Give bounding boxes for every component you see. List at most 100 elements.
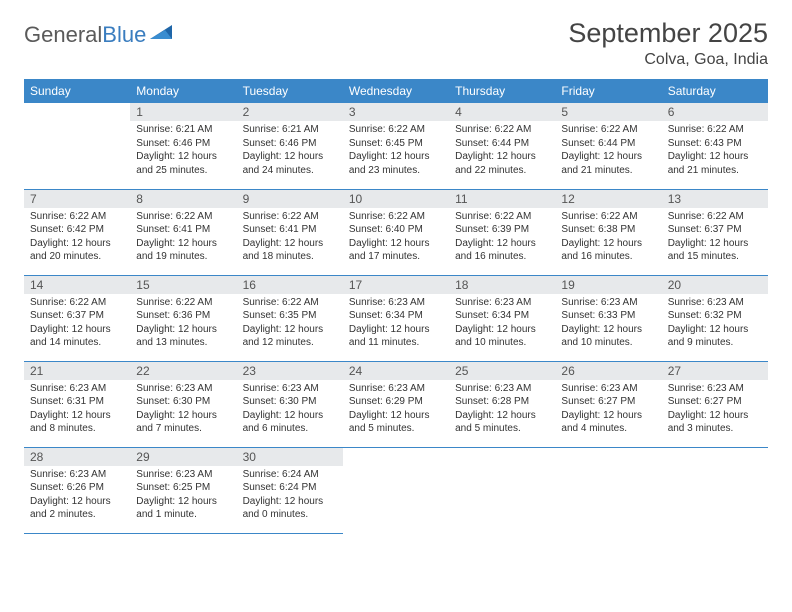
day-number: 22 [130,362,236,380]
daylight-text: Daylight: 12 hours and 10 minutes. [455,323,549,350]
sunrise-text: Sunrise: 6:23 AM [561,382,655,396]
calendar-cell: 14Sunrise: 6:22 AMSunset: 6:37 PMDayligh… [24,275,130,361]
sunset-text: Sunset: 6:43 PM [668,137,762,151]
day-content: Sunrise: 6:22 AMSunset: 6:41 PMDaylight:… [130,208,236,268]
sunset-text: Sunset: 6:41 PM [243,223,337,237]
day-number: 2 [237,103,343,121]
day-content: Sunrise: 6:22 AMSunset: 6:37 PMDaylight:… [24,294,130,354]
day-content: Sunrise: 6:23 AMSunset: 6:32 PMDaylight:… [662,294,768,354]
day-content: Sunrise: 6:24 AMSunset: 6:24 PMDaylight:… [237,466,343,526]
calendar-cell: 16Sunrise: 6:22 AMSunset: 6:35 PMDayligh… [237,275,343,361]
sunrise-text: Sunrise: 6:22 AM [243,296,337,310]
sunrise-text: Sunrise: 6:22 AM [349,123,443,137]
weekday-row: Sunday Monday Tuesday Wednesday Thursday… [24,79,768,103]
sunrise-text: Sunrise: 6:22 AM [30,296,124,310]
location: Colva, Goa, India [568,51,768,69]
sunrise-text: Sunrise: 6:22 AM [455,123,549,137]
weekday-header: Wednesday [343,79,449,103]
sunrise-text: Sunrise: 6:22 AM [668,210,762,224]
weekday-header: Monday [130,79,236,103]
sunset-text: Sunset: 6:37 PM [30,309,124,323]
calendar-cell: 29Sunrise: 6:23 AMSunset: 6:25 PMDayligh… [130,447,236,533]
daylight-text: Daylight: 12 hours and 9 minutes. [668,323,762,350]
day-number: 16 [237,276,343,294]
day-number: 20 [662,276,768,294]
daylight-text: Daylight: 12 hours and 7 minutes. [136,409,230,436]
day-content: Sunrise: 6:22 AMSunset: 6:42 PMDaylight:… [24,208,130,268]
weekday-header: Sunday [24,79,130,103]
calendar-cell [343,447,449,533]
weekday-header: Tuesday [237,79,343,103]
calendar-cell: 7Sunrise: 6:22 AMSunset: 6:42 PMDaylight… [24,189,130,275]
title-block: September 2025 Colva, Goa, India [568,18,768,69]
sunset-text: Sunset: 6:24 PM [243,481,337,495]
sunrise-text: Sunrise: 6:22 AM [561,123,655,137]
sunset-text: Sunset: 6:30 PM [136,395,230,409]
day-content: Sunrise: 6:22 AMSunset: 6:41 PMDaylight:… [237,208,343,268]
sunset-text: Sunset: 6:34 PM [349,309,443,323]
sunset-text: Sunset: 6:32 PM [668,309,762,323]
calendar-cell: 19Sunrise: 6:23 AMSunset: 6:33 PMDayligh… [555,275,661,361]
weekday-header: Friday [555,79,661,103]
day-number: 5 [555,103,661,121]
daylight-text: Daylight: 12 hours and 1 minute. [136,495,230,522]
month-title: September 2025 [568,18,768,49]
sunset-text: Sunset: 6:28 PM [455,395,549,409]
sunrise-text: Sunrise: 6:23 AM [30,382,124,396]
calendar-cell: 30Sunrise: 6:24 AMSunset: 6:24 PMDayligh… [237,447,343,533]
sunrise-text: Sunrise: 6:22 AM [136,296,230,310]
sunset-text: Sunset: 6:38 PM [561,223,655,237]
sunset-text: Sunset: 6:45 PM [349,137,443,151]
day-content: Sunrise: 6:23 AMSunset: 6:31 PMDaylight:… [24,380,130,440]
sunrise-text: Sunrise: 6:23 AM [349,296,443,310]
calendar-cell: 24Sunrise: 6:23 AMSunset: 6:29 PMDayligh… [343,361,449,447]
daylight-text: Daylight: 12 hours and 16 minutes. [455,237,549,264]
logo-word2: Blue [102,22,146,47]
sunrise-text: Sunrise: 6:23 AM [668,382,762,396]
calendar-cell: 6Sunrise: 6:22 AMSunset: 6:43 PMDaylight… [662,103,768,189]
calendar-week-row: 28Sunrise: 6:23 AMSunset: 6:26 PMDayligh… [24,447,768,533]
sunset-text: Sunset: 6:35 PM [243,309,337,323]
calendar-cell: 21Sunrise: 6:23 AMSunset: 6:31 PMDayligh… [24,361,130,447]
daylight-text: Daylight: 12 hours and 3 minutes. [668,409,762,436]
day-content: Sunrise: 6:22 AMSunset: 6:37 PMDaylight:… [662,208,768,268]
day-number: 14 [24,276,130,294]
calendar-cell: 15Sunrise: 6:22 AMSunset: 6:36 PMDayligh… [130,275,236,361]
sunset-text: Sunset: 6:27 PM [561,395,655,409]
calendar-cell: 18Sunrise: 6:23 AMSunset: 6:34 PMDayligh… [449,275,555,361]
daylight-text: Daylight: 12 hours and 8 minutes. [30,409,124,436]
sunset-text: Sunset: 6:46 PM [136,137,230,151]
calendar-week-row: 7Sunrise: 6:22 AMSunset: 6:42 PMDaylight… [24,189,768,275]
calendar-cell: 10Sunrise: 6:22 AMSunset: 6:40 PMDayligh… [343,189,449,275]
sunrise-text: Sunrise: 6:22 AM [243,210,337,224]
calendar-cell: 5Sunrise: 6:22 AMSunset: 6:44 PMDaylight… [555,103,661,189]
daylight-text: Daylight: 12 hours and 21 minutes. [668,150,762,177]
sunrise-text: Sunrise: 6:24 AM [243,468,337,482]
day-number: 12 [555,190,661,208]
sunrise-text: Sunrise: 6:23 AM [30,468,124,482]
calendar-cell [662,447,768,533]
sunrise-text: Sunrise: 6:22 AM [30,210,124,224]
day-content: Sunrise: 6:22 AMSunset: 6:44 PMDaylight:… [449,121,555,181]
sunset-text: Sunset: 6:41 PM [136,223,230,237]
day-content: Sunrise: 6:23 AMSunset: 6:27 PMDaylight:… [555,380,661,440]
sunrise-text: Sunrise: 6:22 AM [349,210,443,224]
daylight-text: Daylight: 12 hours and 4 minutes. [561,409,655,436]
day-content: Sunrise: 6:23 AMSunset: 6:34 PMDaylight:… [343,294,449,354]
calendar-cell: 13Sunrise: 6:22 AMSunset: 6:37 PMDayligh… [662,189,768,275]
daylight-text: Daylight: 12 hours and 15 minutes. [668,237,762,264]
sunrise-text: Sunrise: 6:21 AM [243,123,337,137]
weekday-header: Saturday [662,79,768,103]
day-number: 7 [24,190,130,208]
sunset-text: Sunset: 6:33 PM [561,309,655,323]
header: GeneralBlue September 2025 Colva, Goa, I… [24,18,768,69]
calendar-cell: 2Sunrise: 6:21 AMSunset: 6:46 PMDaylight… [237,103,343,189]
logo-word1: General [24,22,102,47]
day-number: 13 [662,190,768,208]
day-content: Sunrise: 6:22 AMSunset: 6:35 PMDaylight:… [237,294,343,354]
day-number: 18 [449,276,555,294]
calendar-cell [555,447,661,533]
daylight-text: Daylight: 12 hours and 10 minutes. [561,323,655,350]
day-number: 1 [130,103,236,121]
day-content: Sunrise: 6:23 AMSunset: 6:30 PMDaylight:… [130,380,236,440]
